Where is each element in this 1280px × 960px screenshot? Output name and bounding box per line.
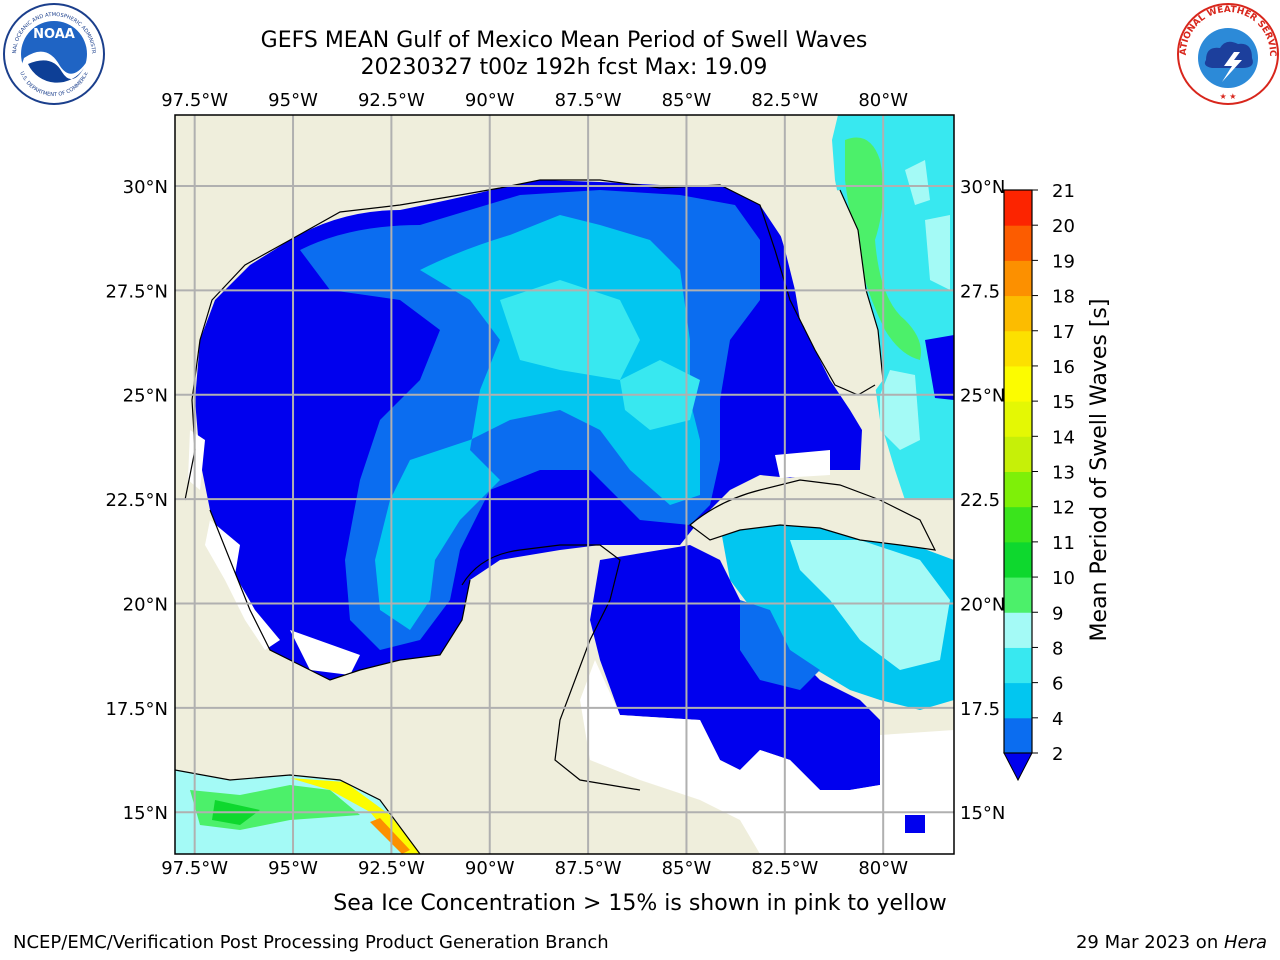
lat-label-left: 25°N [123,386,168,407]
lon-label-top: 97.5°W [161,90,228,111]
lat-label-right: 22.5 [960,490,1000,511]
lat-label-left: 17.5°N [105,699,168,720]
lat-label-left: 30°N [123,177,168,198]
colorbar-tick-label: 19 [1052,251,1075,272]
colorbar-tick-label: 17 [1052,322,1075,343]
lon-label-top: 92.5°W [358,90,425,111]
colorbar-tick-label: 20 [1052,216,1075,237]
colorbar-tick-label: 4 [1052,709,1063,730]
noaa-logo: NATIONAL OCEANIC AND ATMOSPHERIC ADMINIS… [2,2,105,105]
florida-land [770,190,883,395]
colorbar-tick-label: 13 [1052,463,1075,484]
lat-label-left: 22.5°N [105,490,168,511]
colorbar: 2 4 6 8 9 10 11 12 13 14 15 16 17 18 19 20 21 [1003,181,1075,782]
map-title: GEFS MEAN Gulf of Mexico Mean Period of … [260,28,868,53]
colorbar-tick-label: 16 [1052,357,1075,378]
lon-label-top: 85°W [662,90,712,111]
no-data-area [580,660,954,854]
lon-label-bottom: 80°W [858,858,908,879]
colorbar-segment [1004,260,1032,297]
lon-label-bottom: 95°W [268,858,318,879]
lat-label-right: 25°N [960,386,1005,407]
map-frame [174,114,955,855]
colorbar-segment [1004,612,1032,648]
colorbar-segment [1004,717,1032,754]
lon-label-top: 87.5°W [555,90,622,111]
colorbar-tick-label: 8 [1052,638,1063,659]
lat-label-right: 15°N [960,803,1005,824]
map-field [175,115,954,854]
cuba-land [689,479,937,551]
credit-date-prefix: 29 Mar 2023 on [1075,932,1224,953]
lon-label-top: 90°W [465,90,515,111]
lon-label-bottom: 87.5°W [555,858,622,879]
lat-label-left: 15°N [123,803,168,824]
colorbar-tick-label: 18 [1052,287,1075,308]
colorbar-extend [1003,752,1033,782]
colorbar-segment [1004,436,1032,472]
lat-label-right: 20°N [960,594,1005,615]
lat-label-left: 27.5°N [105,281,168,302]
lon-label-bottom: 85°W [662,858,712,879]
colorbar-segment [1004,295,1032,332]
colorbar-tick-label: 9 [1052,603,1063,624]
lat-label-left: 20°N [123,594,168,615]
lat-label-right: 27.5 [960,281,1000,302]
nws-logo: NATIONAL WEATHER SERVICE ★ ★ [1176,2,1279,105]
lon-label-top: 82.5°W [751,90,818,111]
lon-label-bottom: 92.5°W [358,858,425,879]
colorbar-tick-label: 14 [1052,427,1075,448]
sea-ice-note: Sea Ice Concentration > 15% is shown in … [333,891,947,916]
colorbar-segment [1004,401,1032,437]
lon-label-bottom: 90°W [465,858,515,879]
lat-label-right: 17.5 [960,699,1000,720]
colorbar-tick-label: 11 [1052,533,1075,554]
colorbar-segment [1004,190,1032,226]
credit-date: 29 Mar 2023 on Hera [1076,932,1267,953]
colorbar-tick-label: 2 [1052,744,1063,765]
map-graticule [175,115,954,854]
colorbar-tick-label: 12 [1052,498,1075,519]
colorbar-tick-label: 10 [1052,568,1075,589]
colorbar-tick-label: 21 [1052,181,1075,202]
noaa-wordmark: NOAA [33,27,75,42]
lon-label-bottom: 82.5°W [751,858,818,879]
colorbar-tick-label: 15 [1052,392,1075,413]
colorbar-segment [1004,506,1032,543]
lon-label-bottom: 97.5°W [161,858,228,879]
colorbar-label: Mean Period of Swell Waves [s] [1087,299,1112,642]
coastline [184,179,876,501]
map-subtitle: 20230327 t00z 192h fcst Max: 19.09 [360,55,768,80]
colorbar-segment [1004,647,1032,684]
colorbar-segment [1004,682,1032,719]
colorbar-segment [1004,471,1032,508]
lon-label-top: 95°W [268,90,318,111]
colorbar-segment [1004,577,1032,613]
colorbar-tick-label: 6 [1052,674,1063,695]
colorbar-segment [1004,541,1032,578]
lon-label-top: 80°W [858,90,908,111]
colorbar-segment [1004,365,1032,402]
colorbar-segment [1004,330,1032,367]
svg-text:★ ★: ★ ★ [1220,92,1237,101]
lat-label-right: 30°N [960,177,1005,198]
credit-branch: NCEP/EMC/Verification Post Processing Pr… [13,932,609,953]
credit-host: Hera [1223,932,1267,953]
colorbar-segment [1004,225,1032,261]
